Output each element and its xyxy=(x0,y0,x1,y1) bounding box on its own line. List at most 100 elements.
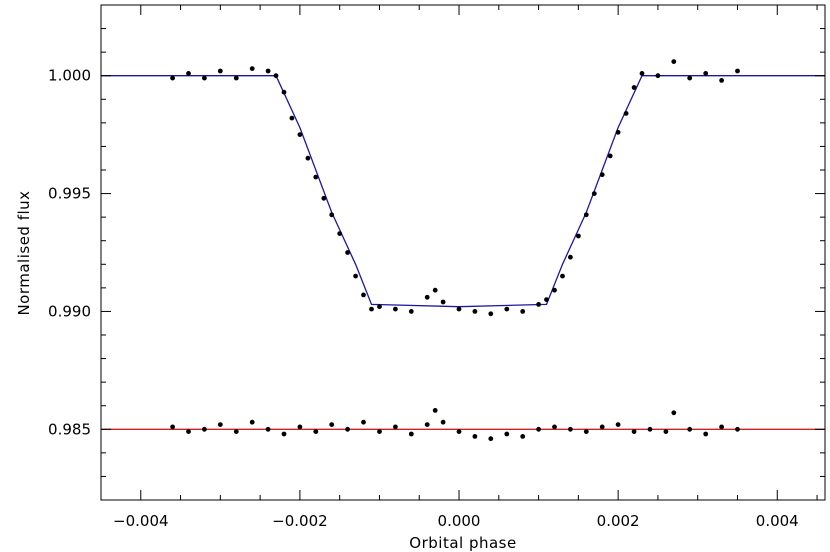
data-point xyxy=(607,153,613,159)
data-point xyxy=(488,436,494,442)
data-point xyxy=(353,273,358,279)
data-point xyxy=(615,422,621,427)
data-point xyxy=(202,75,207,81)
data-point xyxy=(249,66,255,71)
data-point xyxy=(687,75,693,81)
data-point xyxy=(687,426,693,432)
data-point xyxy=(544,297,549,302)
data-point xyxy=(536,302,541,307)
x-tick-label: 0.004 xyxy=(756,512,799,530)
data-point xyxy=(265,426,271,432)
data-point xyxy=(536,426,541,432)
data-point xyxy=(703,431,709,437)
data-point xyxy=(186,429,191,434)
data-point xyxy=(313,429,319,434)
x-tick-label: −0.004 xyxy=(113,512,169,530)
data-point xyxy=(281,431,287,437)
data-point xyxy=(583,429,589,434)
data-point xyxy=(233,429,239,434)
data-point xyxy=(655,73,661,79)
y-tick-labels: 0.985 0.990 0.995 1.000 xyxy=(48,67,91,439)
data-point xyxy=(369,306,374,312)
data-point xyxy=(329,422,335,427)
data-point xyxy=(408,431,414,437)
data-point xyxy=(321,195,327,201)
data-point xyxy=(186,71,191,76)
data-point xyxy=(735,426,740,432)
x-tick-label: −0.002 xyxy=(272,512,328,530)
data-point xyxy=(631,85,637,90)
data-point xyxy=(576,233,581,239)
data-point xyxy=(568,426,573,432)
data-point xyxy=(289,115,295,121)
data-point xyxy=(615,129,621,135)
model-lines xyxy=(101,75,825,430)
data-point xyxy=(345,426,350,432)
data-point xyxy=(393,306,398,312)
axis-ticks xyxy=(100,4,825,500)
y-tick-label: 0.995 xyxy=(48,185,91,203)
data-point xyxy=(202,426,207,432)
x-tick-label: 0.002 xyxy=(597,512,640,530)
y-tick-label: 1.000 xyxy=(48,67,91,85)
y-tick-label: 0.985 xyxy=(48,420,91,438)
data-point xyxy=(377,429,382,434)
data-point xyxy=(170,424,176,430)
data-point xyxy=(273,73,279,79)
data-point xyxy=(361,419,366,425)
y-axis-title: Normalised flux xyxy=(15,190,33,315)
data-point xyxy=(472,309,478,314)
data-point xyxy=(424,294,430,300)
data-point xyxy=(281,89,287,95)
data-point xyxy=(217,68,223,74)
data-point xyxy=(472,434,478,439)
data-point xyxy=(520,309,526,314)
data-point xyxy=(560,273,565,279)
data-point xyxy=(456,429,462,434)
data-point xyxy=(345,250,350,255)
data-point xyxy=(735,68,740,74)
model-line-1 xyxy=(101,75,825,308)
data-point xyxy=(456,306,462,312)
data-point xyxy=(599,424,605,430)
data-point xyxy=(305,155,311,161)
data-point xyxy=(432,287,438,293)
data-point xyxy=(639,71,645,76)
data-point xyxy=(377,304,382,310)
data-point xyxy=(233,75,239,81)
data-point xyxy=(432,408,438,413)
data-point xyxy=(424,422,430,427)
data-point xyxy=(504,306,510,312)
data-point xyxy=(217,422,223,427)
data-point xyxy=(623,111,629,116)
x-tick-label: 0.000 xyxy=(438,512,481,530)
data-point xyxy=(488,311,494,317)
data-point xyxy=(393,424,398,430)
y-tick-label: 0.990 xyxy=(48,302,91,320)
data-point xyxy=(337,231,343,237)
data-point xyxy=(440,299,446,305)
data-point xyxy=(552,424,557,430)
data-point xyxy=(583,212,589,218)
data-point xyxy=(408,309,414,314)
x-tick-labels: −0.004 −0.002 0.000 0.002 0.004 xyxy=(113,512,799,530)
data-point xyxy=(297,132,303,138)
data-point xyxy=(552,287,557,293)
data-point xyxy=(719,78,724,83)
data-point xyxy=(671,410,677,416)
data-point xyxy=(631,429,637,434)
plot-frame xyxy=(100,4,826,501)
data-point xyxy=(249,419,255,425)
x-axis-title: Orbital phase xyxy=(409,534,516,552)
data-point xyxy=(329,212,335,218)
data-point xyxy=(663,429,669,434)
data-point xyxy=(568,254,573,260)
data-point xyxy=(297,424,303,430)
data-point xyxy=(313,174,319,180)
data-point xyxy=(440,419,446,425)
data-point xyxy=(647,426,653,432)
data-point xyxy=(703,71,709,76)
data-point xyxy=(671,59,677,64)
data-point xyxy=(520,434,526,439)
